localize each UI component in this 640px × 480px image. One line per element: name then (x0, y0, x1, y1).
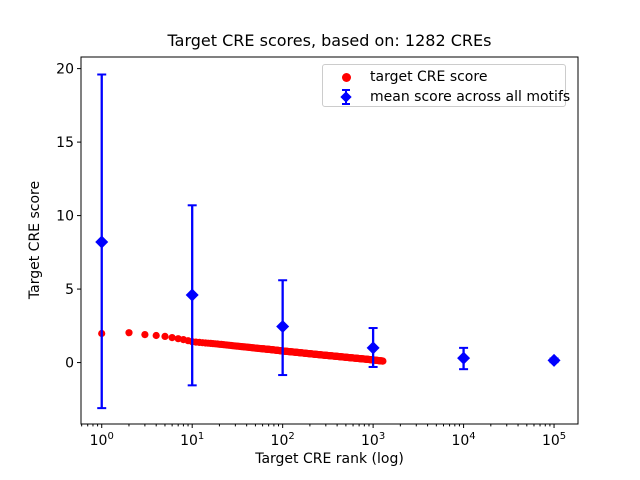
legend-label: target CRE score (370, 69, 488, 85)
y-tick-label: 20 (56, 62, 74, 78)
y-tick-label: 10 (56, 209, 74, 225)
data-point-mean-diamond (457, 351, 471, 365)
data-point-target (125, 329, 133, 337)
legend-entry-mean-score: mean score across all motifs (323, 87, 570, 107)
data-point-target (168, 334, 176, 342)
data-point-target (161, 332, 169, 340)
series-mean-score (95, 73, 561, 410)
legend: target CRE score mean score across all m… (322, 64, 570, 107)
series-target-cre-score (98, 329, 387, 365)
data-point-target (379, 357, 387, 365)
chart-title: Target CRE scores, based on: 1282 CREs (167, 31, 492, 50)
y-axis-label: Target CRE score (27, 180, 43, 300)
y-tick-label: 5 (65, 282, 74, 298)
data-point-mean-diamond (95, 235, 109, 249)
x-tick-label: 100 (90, 431, 114, 449)
blue-diamond-errorbar-marker-icon (333, 88, 359, 106)
x-tick-label: 101 (180, 431, 204, 449)
legend-label: mean score across all motifs (370, 89, 571, 105)
data-point-target (152, 331, 160, 340)
y-tick-label: 15 (56, 135, 74, 151)
data-point-target (141, 331, 149, 339)
x-tick-label: 105 (542, 431, 566, 449)
x-tick-label: 103 (361, 431, 385, 449)
data-point-mean-diamond (185, 288, 199, 302)
legend-entry-target-cre-score: target CRE score (323, 67, 565, 87)
x-axis-label: Target CRE rank (log) (255, 451, 404, 467)
x-tick-label: 102 (271, 431, 295, 449)
red-circle-marker-icon (333, 68, 359, 86)
plot-frame (80, 56, 579, 425)
x-tick-label: 104 (451, 431, 475, 449)
data-point-mean-diamond (547, 353, 561, 367)
data-point-mean-diamond (276, 320, 290, 334)
y-tick-label: 0 (65, 356, 74, 372)
data-point-mean-diamond (366, 341, 380, 355)
